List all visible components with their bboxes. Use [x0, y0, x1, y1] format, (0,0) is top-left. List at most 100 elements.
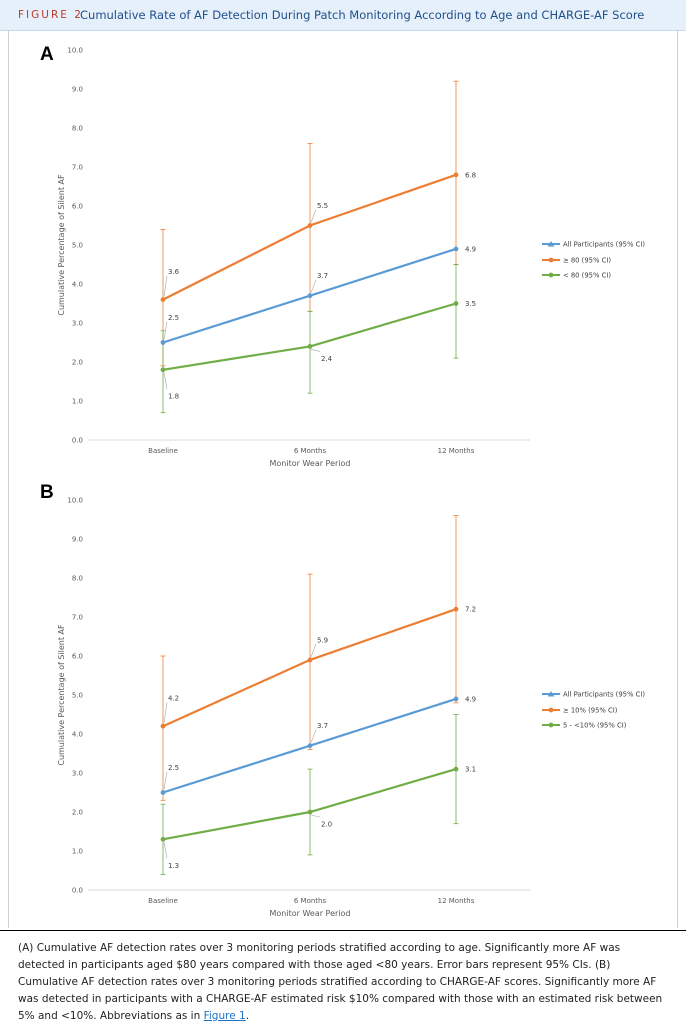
data-label: 4.2 [168, 695, 179, 703]
legend-marker [547, 241, 555, 247]
legend-marker [548, 722, 554, 728]
legend-marker [548, 272, 554, 278]
y-tick-label: 6.0 [72, 203, 83, 211]
legend-label: ≥ 10% (95% CI) [563, 707, 618, 715]
legend-label: ≥ 80 (95% CI) [563, 257, 611, 265]
y-tick-label: 0.0 [72, 887, 83, 895]
panel-letter-a: A [40, 44, 54, 65]
data-point [307, 809, 313, 815]
y-axis-title: Cumulative Percentage of Silent AF [57, 174, 66, 316]
x-tick-label: Baseline [148, 447, 178, 455]
data-label: 3.7 [317, 722, 328, 730]
data-point [307, 657, 313, 663]
caption-text: (A) Cumulative AF detection rates over 3… [18, 942, 663, 1022]
legend-label: 5 - <10% (95% CI) [563, 722, 627, 730]
label-leader [310, 814, 321, 818]
series-line [162, 302, 457, 371]
data-label: 2.5 [168, 764, 179, 772]
data-label: 3.7 [317, 272, 328, 280]
label-leader [163, 321, 168, 340]
data-point [453, 246, 459, 252]
legend-label: < 80 (95% CI) [563, 272, 611, 280]
data-label: 1.3 [168, 862, 179, 870]
figure-header: FIGURE 2 Cumulative Rate of AF Detection… [0, 0, 686, 31]
y-tick-label: 0.0 [72, 437, 83, 445]
data-label: 5.5 [317, 202, 328, 210]
y-axis-title: Cumulative Percentage of Silent AF [57, 624, 66, 766]
label-leader [310, 209, 317, 223]
legend-marker [548, 257, 554, 263]
x-tick-label: 6 Months [294, 897, 327, 905]
figure-1-link[interactable]: Figure 1 [203, 1010, 246, 1022]
legend-marker [548, 707, 554, 713]
legend-marker [547, 691, 555, 697]
y-tick-label: 10.0 [67, 47, 83, 55]
y-tick-label: 2.0 [72, 359, 83, 367]
y-tick-label: 4.0 [72, 281, 83, 289]
caption-end: . [245, 1010, 250, 1022]
data-label: 4.9 [465, 245, 476, 253]
data-label: 5.9 [317, 636, 328, 644]
x-axis-title: Monitor Wear Period [270, 459, 351, 468]
series-line [162, 608, 457, 728]
panel-letter-b: B [40, 482, 54, 503]
data-point [160, 367, 166, 373]
x-tick-label: 6 Months [294, 447, 327, 455]
legend-label: All Participants (95% CI) [563, 691, 645, 699]
data-label: 2.4 [321, 355, 333, 363]
y-tick-label: 8.0 [72, 125, 83, 133]
caption-box [0, 930, 686, 1025]
data-label: 2.0 [321, 821, 332, 829]
data-point [453, 172, 459, 178]
y-tick-label: 1.0 [72, 398, 83, 406]
chart-panel-b: 0.0 1.0 2.0 3.0 4.0 5.0 6.0 7.0 8.0 9.0 10.0 Baseli… [57, 497, 645, 919]
data-point [160, 340, 166, 345]
y-tick-label: 9.0 [72, 536, 83, 544]
data-label: 3.6 [168, 268, 180, 276]
data-point [307, 743, 313, 749]
data-point [453, 766, 459, 772]
figure-caption: (A) Cumulative AF detection rates over 3… [18, 940, 670, 1025]
label-leader [163, 771, 168, 790]
data-label: 6.8 [465, 171, 476, 179]
data-point [453, 301, 459, 306]
chart-panel-a: 0.0 1.0 2.0 3.0 4.0 5.0 6.0 7.0 8.0 9.0 10.0 Baseli… [57, 47, 645, 469]
y-tick-label: 9.0 [72, 86, 83, 94]
label-leader [163, 702, 168, 724]
y-tick-label: 3.0 [72, 770, 83, 778]
label-leader [163, 275, 168, 297]
series-line [162, 173, 457, 301]
label-leader [163, 372, 168, 389]
data-label: 2.5 [168, 314, 179, 322]
y-tick-label: 2.0 [72, 809, 83, 817]
y-tick-label: 7.0 [72, 614, 83, 622]
y-tick-label: 1.0 [72, 848, 83, 856]
data-point [453, 606, 459, 612]
y-tick-label: 10.0 [67, 497, 83, 505]
y-tick-label: 3.0 [72, 320, 83, 328]
label-leader [163, 842, 168, 859]
data-point [307, 293, 313, 299]
x-tick-label: 12 Months [438, 447, 475, 455]
label-leader [310, 349, 321, 352]
legend-label: All Participants (95% CI) [563, 241, 645, 249]
data-point [307, 223, 313, 228]
y-tick-label: 8.0 [72, 575, 83, 583]
figure-title: Cumulative Rate of AF Detection During P… [80, 8, 645, 22]
data-point [307, 344, 313, 349]
data-point [160, 723, 166, 729]
label-leader [310, 729, 317, 743]
figure-frame [8, 30, 678, 928]
y-tick-label: 6.0 [72, 653, 83, 661]
data-point [453, 696, 459, 702]
data-label: 4.9 [465, 695, 476, 703]
data-point [160, 297, 166, 302]
data-label: 3.5 [465, 300, 476, 308]
x-tick-label: 12 Months [438, 897, 475, 905]
figure-label: FIGURE 2 [18, 9, 83, 21]
label-leader [310, 279, 317, 293]
y-tick-label: 7.0 [72, 164, 83, 172]
y-tick-label: 4.0 [72, 731, 83, 739]
data-point [160, 790, 166, 795]
data-point [160, 836, 166, 842]
